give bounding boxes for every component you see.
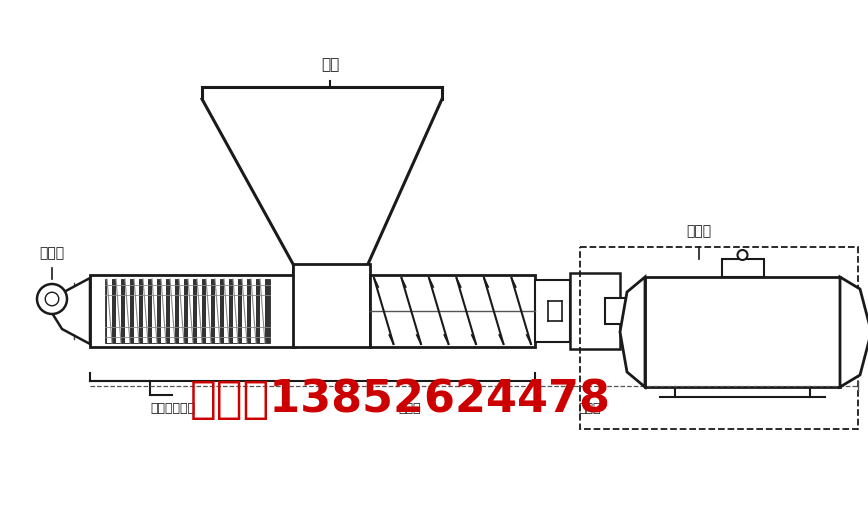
Bar — [170, 279, 175, 344]
Bar — [152, 279, 157, 344]
Bar — [370, 275, 535, 347]
Bar — [570, 273, 620, 349]
Text: 料斗: 料斗 — [321, 57, 339, 72]
Text: 测压仪: 测压仪 — [39, 245, 64, 260]
Circle shape — [37, 285, 67, 315]
Circle shape — [738, 250, 747, 261]
Bar — [293, 265, 370, 347]
Bar — [721, 260, 764, 277]
Text: 减速器: 减速器 — [579, 401, 602, 414]
Bar — [125, 279, 130, 344]
Bar — [260, 279, 265, 344]
Bar — [242, 279, 247, 344]
Bar — [580, 247, 858, 429]
Bar — [90, 275, 295, 347]
Bar — [143, 279, 148, 344]
Bar — [161, 279, 166, 344]
Bar — [206, 279, 211, 344]
Bar — [188, 279, 193, 344]
Bar — [224, 279, 229, 344]
Bar — [233, 279, 238, 344]
Bar — [197, 279, 202, 344]
Polygon shape — [620, 277, 645, 387]
Bar — [107, 279, 112, 344]
Bar — [605, 298, 635, 324]
Bar — [251, 279, 256, 344]
Circle shape — [45, 293, 59, 306]
Bar — [535, 280, 570, 343]
Bar — [215, 279, 220, 344]
Text: 手机：13852624478: 手机：13852624478 — [189, 378, 610, 420]
Polygon shape — [52, 278, 90, 344]
Polygon shape — [840, 277, 868, 387]
Bar — [116, 279, 121, 344]
Text: 输送杆: 输送杆 — [398, 401, 421, 414]
Text: 增压定子总成: 增压定子总成 — [150, 401, 195, 414]
Bar — [179, 279, 184, 344]
Bar — [105, 279, 270, 344]
Bar — [645, 277, 840, 387]
Text: 电动机: 电动机 — [687, 223, 712, 238]
Bar — [134, 279, 139, 344]
